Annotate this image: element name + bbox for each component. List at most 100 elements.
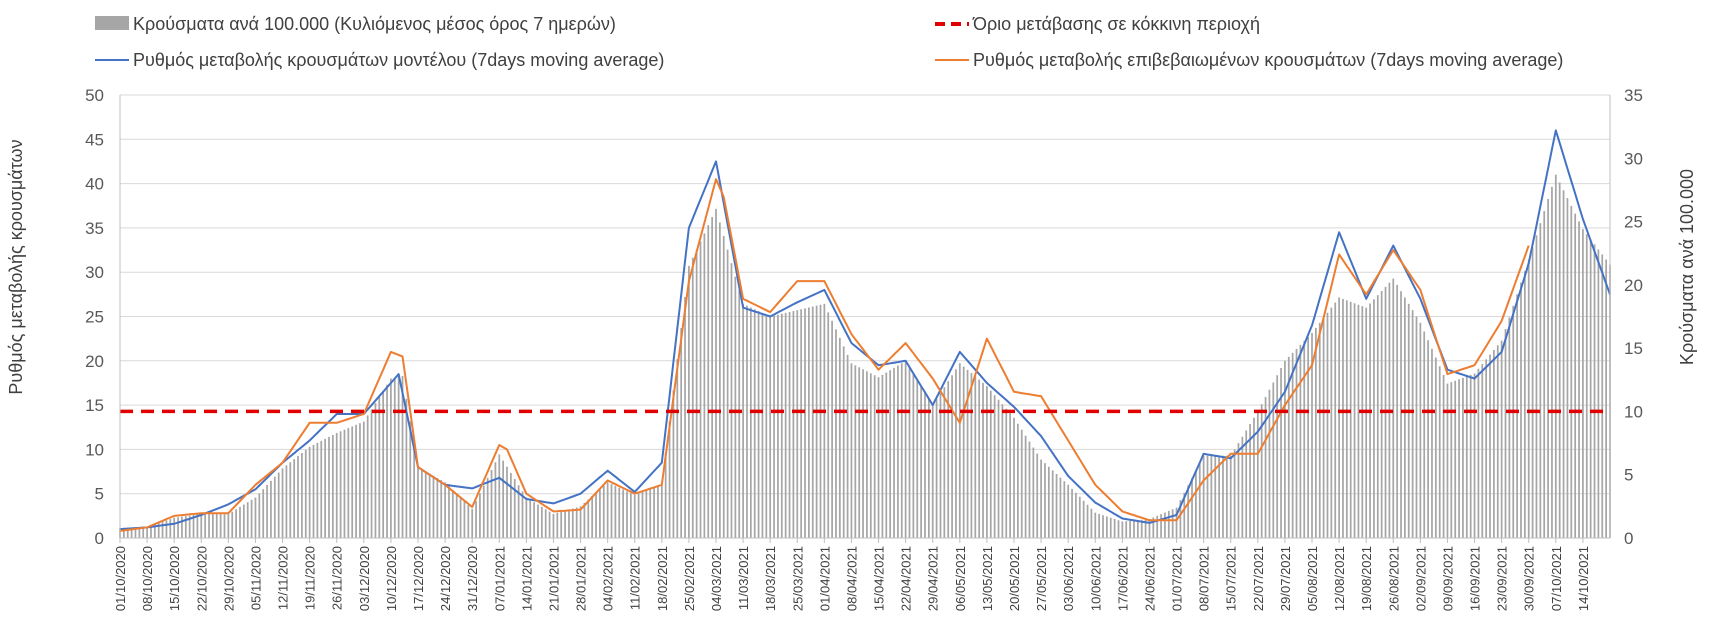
bar [997, 399, 1000, 538]
bar [866, 371, 868, 538]
bar [1500, 340, 1503, 538]
bar [328, 436, 330, 538]
bar [1400, 291, 1402, 538]
bar [525, 497, 528, 538]
y-axis-right-title: Κρούσματα ανά 100.000 [1677, 169, 1697, 365]
x-tick-label: 18/03/2021 [763, 546, 778, 611]
bar [1434, 357, 1437, 538]
bar [1539, 223, 1542, 538]
bar [215, 513, 218, 538]
x-tick-label: 23/09/2021 [1495, 546, 1510, 611]
bar [1078, 496, 1081, 538]
bar [680, 328, 683, 538]
bar [192, 515, 195, 538]
bar [1326, 312, 1329, 538]
axes: 0 5 10 15 20 25 30 35 40 45 50 0 5 10 15 20 25 30 35 01/10/… [85, 86, 1643, 611]
bar [858, 367, 861, 538]
bar [904, 360, 907, 538]
bar [691, 257, 694, 538]
bar [246, 502, 249, 538]
bar [308, 446, 311, 538]
bar [649, 488, 652, 538]
bar [498, 454, 501, 538]
bar [440, 480, 443, 538]
bar [173, 517, 176, 538]
x-tick-label: 19/08/2021 [1359, 546, 1374, 611]
series-line-1 [119, 129, 1611, 531]
bar [854, 365, 857, 538]
bar [324, 438, 326, 538]
bar [1404, 297, 1406, 538]
x-tick-label: 02/09/2021 [1413, 546, 1428, 611]
bar [208, 513, 210, 538]
bar [1547, 198, 1549, 538]
bar [409, 421, 412, 538]
y-right-tick-label: 0 [1624, 529, 1633, 548]
y-left-tick-label: 25 [85, 308, 104, 327]
bar [1195, 470, 1197, 538]
bar [1020, 429, 1023, 538]
bar [482, 485, 485, 538]
bar [819, 304, 822, 538]
bar [912, 373, 915, 538]
bar [1496, 345, 1499, 538]
x-tick-label: 15/04/2021 [872, 546, 887, 611]
x-tick-label: 22/04/2021 [899, 546, 914, 611]
bar [537, 504, 539, 538]
bar [1373, 299, 1375, 538]
y-left-tick-label: 0 [95, 529, 104, 548]
bar [688, 265, 690, 538]
bar [1059, 477, 1062, 538]
x-tick-label: 20/05/2021 [1007, 546, 1022, 611]
bar [1156, 515, 1159, 538]
bar [250, 499, 253, 538]
bar [467, 505, 470, 538]
bar [1245, 430, 1248, 538]
bar [1516, 294, 1518, 538]
bar [1431, 348, 1433, 538]
bar [1458, 379, 1460, 538]
bar [699, 241, 702, 538]
bar [513, 479, 516, 538]
bar [1179, 500, 1182, 538]
bar [424, 471, 427, 538]
bar [293, 459, 296, 538]
bar [730, 263, 733, 538]
bar [1171, 509, 1174, 538]
y-axis-left-title: Ρυθμός μεταβολής κρουσμάτων [6, 139, 26, 394]
bar [285, 465, 288, 538]
bar [1272, 382, 1275, 538]
bar [568, 509, 570, 538]
x-tick-label: 16/09/2021 [1468, 546, 1483, 611]
bar [715, 208, 717, 538]
x-tick-label: 11/03/2021 [736, 546, 751, 610]
bar [1454, 380, 1457, 538]
y-right-tick-label: 10 [1624, 402, 1643, 421]
bar [823, 303, 826, 538]
bar [1284, 360, 1286, 538]
bar [1419, 322, 1422, 538]
bar [1551, 186, 1553, 539]
bar [722, 236, 725, 538]
bar [780, 313, 783, 538]
legend-swatch-bar [95, 16, 129, 30]
bar [1086, 504, 1089, 538]
bar [1210, 455, 1213, 538]
x-tick-label: 28/01/2021 [574, 546, 589, 611]
bar [1040, 459, 1042, 538]
bar [335, 432, 338, 538]
bar [1314, 327, 1317, 538]
bar [908, 367, 911, 538]
bar [1485, 359, 1488, 538]
bar [1106, 516, 1108, 538]
bar [1342, 298, 1344, 538]
bar [370, 409, 373, 538]
bar [390, 378, 392, 538]
bar [676, 359, 679, 538]
bar [749, 307, 752, 538]
bar [150, 525, 152, 538]
bar [1094, 512, 1097, 538]
bar [1047, 466, 1050, 538]
bar [958, 363, 961, 538]
bar [571, 508, 574, 538]
